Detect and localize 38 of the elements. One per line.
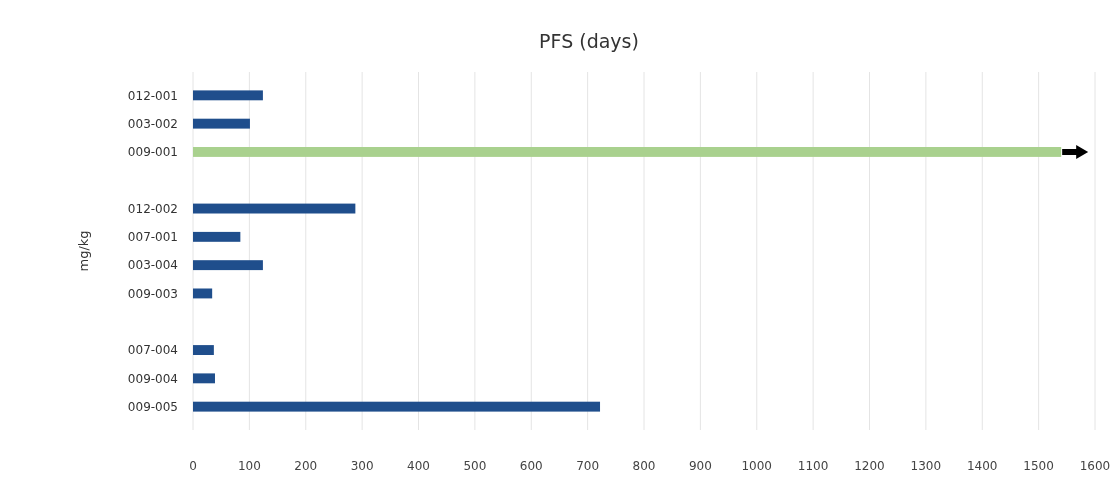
y-tick-label: 003-002 [127,116,178,131]
x-tick-label: 300 [350,459,374,473]
y-tick-label: 007-004 [127,343,178,358]
y-tick-label: 007-001 [127,230,178,245]
x-tick-label: 1000 [741,459,773,473]
y-tick-label: 009-004 [127,371,178,386]
x-tick-label: 1600 [1079,459,1111,473]
x-tick-label: 1300 [910,459,942,473]
bar [193,288,213,299]
bar [193,118,250,129]
y-tick-label: 003-004 [127,258,178,273]
bar [193,203,356,214]
bar [193,260,263,271]
x-tick-label: 1100 [797,459,829,473]
x-tick-label: 0 [189,459,197,473]
bar [193,401,601,412]
y-tick-label: 009-001 [127,145,178,160]
x-tick-label: 600 [519,459,543,473]
chart-title: PFS (days) [539,30,639,52]
x-tick-label: 800 [632,459,656,473]
x-tick-label: 400 [407,459,430,473]
bar [193,90,263,101]
x-tick-label: 500 [463,459,487,473]
x-tick-label: 1400 [966,459,998,473]
x-tick-label: 100 [237,459,261,473]
bar [193,345,214,355]
y-tick-label: 009-005 [127,399,178,414]
y-axis-title: mg/kg [76,230,91,272]
y-tick-label: 012-001 [127,88,178,103]
bar [193,373,215,384]
x-tick-label: 700 [576,459,600,473]
x-tick-label: 200 [294,459,318,473]
y-tick-label: 012-002 [127,201,178,216]
x-tick-label: 1500 [1023,459,1054,473]
x-tick-label: 1200 [854,459,885,473]
x-tick-label: 900 [688,459,712,473]
bar [193,231,241,242]
y-tick-label: 009-003 [127,286,178,301]
